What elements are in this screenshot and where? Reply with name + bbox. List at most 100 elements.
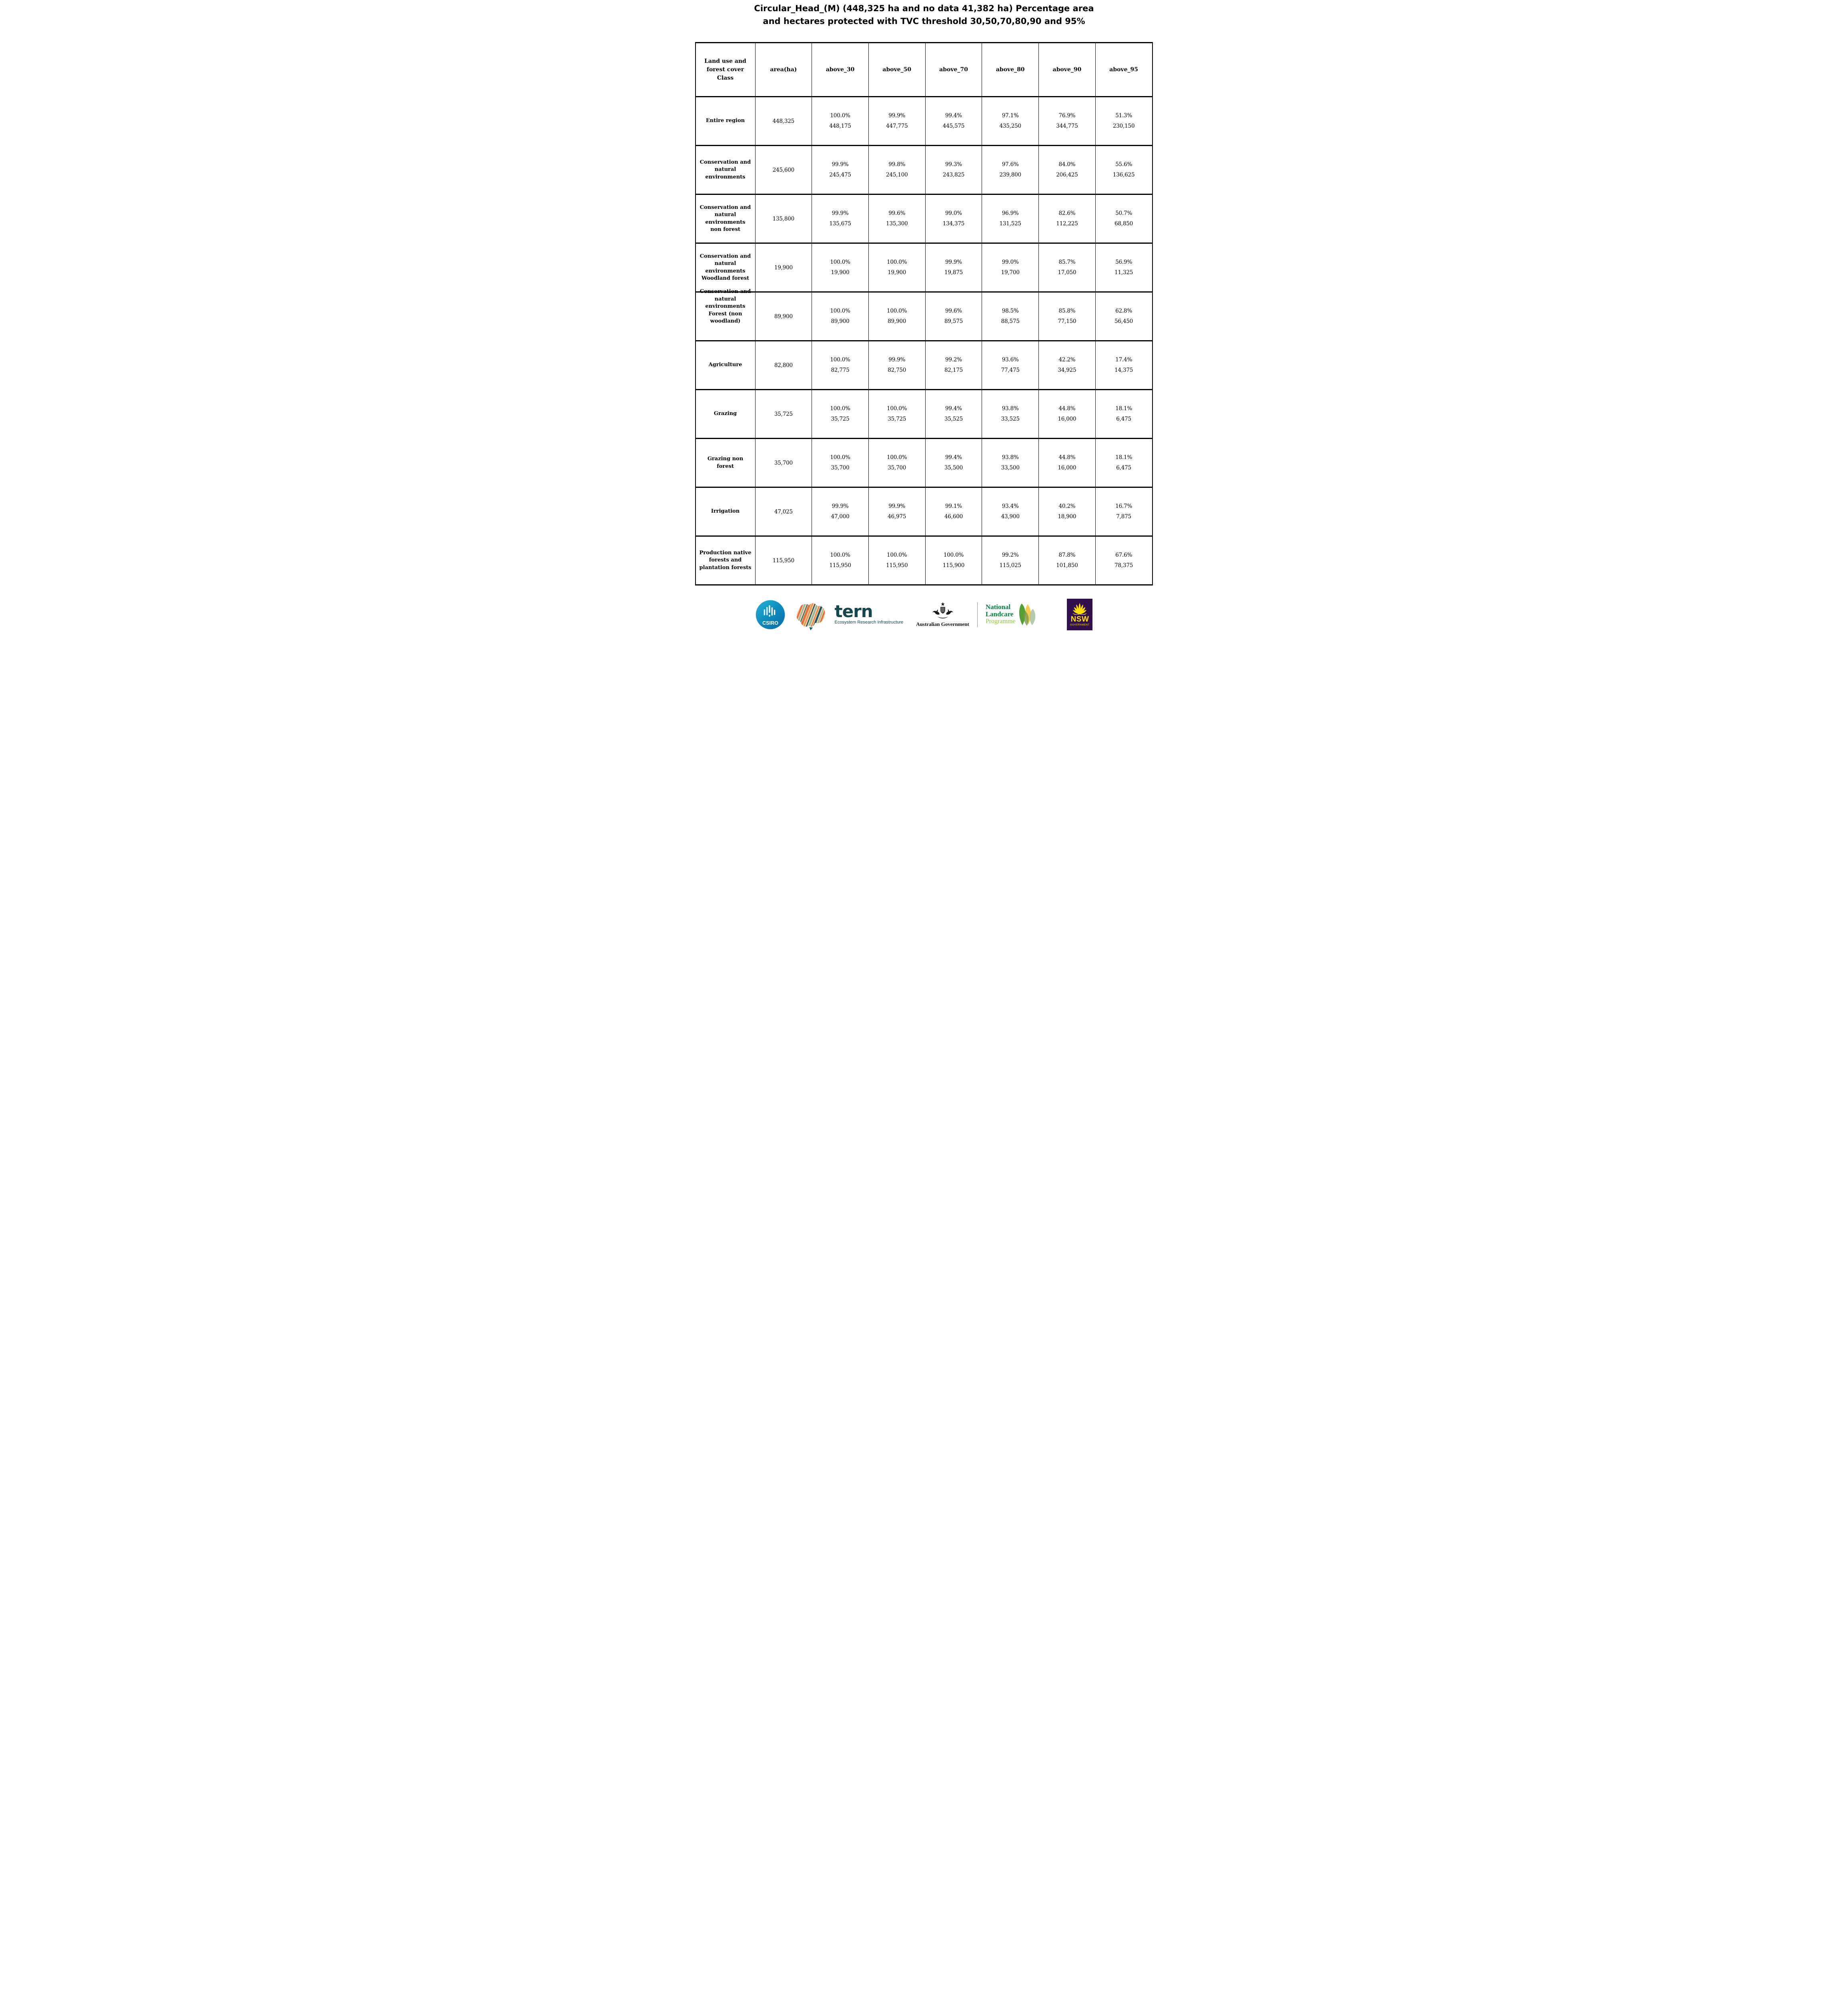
column-header: Land use and forest cover Class [704, 58, 746, 81]
hectares-value: 78,375 [1114, 562, 1133, 569]
hectares-value: 46,975 [888, 513, 906, 520]
report-page: Circular_Head_(M) (448,325 ha and no dat… [693, 0, 1155, 632]
landcare-line2: Landcare [985, 610, 1014, 618]
column-header: above_80 [982, 43, 1038, 96]
column-header: above_70 [925, 43, 982, 96]
hectares-value: 243,825 [942, 171, 965, 178]
value-cell: 50.7% 68,850 [1095, 195, 1152, 243]
percent-value: 99.9% [832, 503, 849, 509]
percent-value: 93.8% [1002, 405, 1019, 412]
table-row: Agriculture 82,800 100.0% 82,775 99.9% 82,750… [696, 340, 1152, 389]
row-label-cell: Agriculture [696, 341, 755, 389]
value-cell: 97.6% 239,800 [982, 146, 1038, 194]
value-cell: 44.8% 16,000 [1038, 439, 1095, 487]
hectares-value: 11,325 [1114, 269, 1133, 276]
row-label-cell: Entire region [696, 97, 755, 145]
hectares-value: 19,875 [944, 269, 963, 276]
percent-value: 100.0% [887, 307, 907, 314]
hectares-value: 6,475 [1116, 464, 1131, 471]
percent-value: 100.0% [830, 356, 850, 363]
report-table: Land use and forest cover Class area(ha) a… [695, 42, 1153, 585]
value-cell: 55.6% 136,625 [1095, 146, 1152, 194]
percent-value: 93.4% [1002, 503, 1019, 509]
hectares-value: 448,175 [829, 122, 851, 129]
percent-value: 99.3% [945, 161, 962, 168]
value-cell: 99.4% 35,525 [925, 390, 982, 438]
area-cell: 135,800 [755, 195, 812, 243]
hectares-value: 14,375 [1114, 367, 1133, 373]
column-header: above_50 [868, 43, 925, 96]
hectares-value: 115,025 [999, 562, 1021, 569]
row-label: Grazing non forest [707, 456, 744, 469]
table-row: Conservation and natural environments Wo… [696, 243, 1152, 291]
hectares-value: 88,575 [1001, 318, 1020, 325]
hectares-value: 230,150 [1112, 122, 1135, 129]
percent-value: 99.0% [945, 210, 962, 217]
percent-value: 100.0% [830, 405, 850, 412]
hectares-value: 239,800 [999, 171, 1021, 178]
hectares-value: 89,575 [944, 318, 963, 325]
csiro-circle-icon [756, 600, 785, 629]
csiro-logo: CSIRO [756, 600, 785, 629]
hectares-value: 47,000 [831, 513, 850, 520]
row-label: Production native forests and plantation… [699, 549, 752, 571]
row-label-cell: Conservation and natural environments Fo… [696, 289, 755, 340]
area-cell: 35,725 [755, 390, 812, 438]
percent-value: 84.0% [1058, 161, 1076, 168]
percent-value: 67.6% [1115, 551, 1132, 558]
percent-value: 17.4% [1115, 356, 1132, 363]
hectares-value: 115,900 [942, 562, 965, 569]
hectares-value: 445,575 [942, 122, 965, 129]
row-label: Conservation and natural environments Fo… [700, 289, 751, 325]
landcare-leaves-icon [1019, 603, 1036, 626]
row-label-cell: Conservation and natural environments [696, 146, 755, 194]
hectares-value: 35,725 [888, 415, 906, 422]
nsw-label: NSW [1070, 615, 1089, 624]
value-cell: 99.2% 82,175 [925, 341, 982, 389]
footer-logos: CSIRO [693, 599, 1155, 630]
hectares-value: 17,050 [1058, 269, 1076, 276]
hectares-value: 245,100 [886, 171, 908, 178]
table-row: Conservation and natural environments no… [696, 194, 1152, 243]
percent-value: 82.6% [1058, 210, 1076, 217]
landcare-line1: National [985, 603, 1011, 611]
hectares-value: 245,475 [829, 171, 851, 178]
value-cell: 100.0% 115,950 [868, 537, 925, 584]
hectares-value: 131,525 [999, 220, 1021, 227]
page-title: Circular_Head_(M) (448,325 ha and no dat… [693, 2, 1155, 28]
column-header: area(ha) [755, 43, 812, 96]
hectares-value: 19,900 [888, 269, 906, 276]
area-value: 35,725 [774, 411, 793, 417]
hectares-value: 16,000 [1058, 464, 1076, 471]
percent-value: 99.4% [945, 405, 962, 412]
value-cell: 85.7% 17,050 [1038, 244, 1095, 291]
tern-subtitle: Ecosystem Research Infrastructure [834, 620, 904, 625]
area-cell: 448,325 [755, 97, 812, 145]
percent-value: 100.0% [830, 112, 850, 119]
area-cell: 82,800 [755, 341, 812, 389]
percent-value: 99.9% [832, 161, 849, 168]
value-cell: 98.5% 88,575 [982, 293, 1038, 340]
hectares-value: 77,150 [1058, 318, 1076, 325]
value-cell: 100.0% 35,725 [868, 390, 925, 438]
hectares-value: 7,875 [1116, 513, 1131, 520]
percent-value: 50.7% [1115, 210, 1132, 217]
hectares-value: 82,775 [831, 367, 850, 373]
table-row: Grazing non forest 35,700 100.0% 35,700 100.… [696, 438, 1152, 487]
percent-value: 99.0% [1002, 259, 1019, 265]
row-label-cell: Conservation and natural environments Wo… [696, 244, 755, 291]
area-value: 19,900 [774, 264, 793, 271]
hectares-value: 89,900 [888, 318, 906, 325]
value-cell: 99.4% 35,500 [925, 439, 982, 487]
percent-value: 42.2% [1058, 356, 1076, 363]
nsw-government-logo: NSW GOVERNMENT [1067, 599, 1093, 630]
landcare-line3: Programme [985, 618, 1016, 625]
area-cell: 47,025 [755, 488, 812, 535]
hectares-value: 33,525 [1001, 415, 1020, 422]
hectares-value: 68,850 [1114, 220, 1133, 227]
hectares-value: 16,000 [1058, 415, 1076, 422]
percent-value: 62.8% [1115, 307, 1132, 314]
table-row: Conservation and natural environments Fo… [696, 289, 1152, 340]
value-cell: 18.1% 6,475 [1095, 439, 1152, 487]
hectares-value: 56,450 [1114, 318, 1133, 325]
